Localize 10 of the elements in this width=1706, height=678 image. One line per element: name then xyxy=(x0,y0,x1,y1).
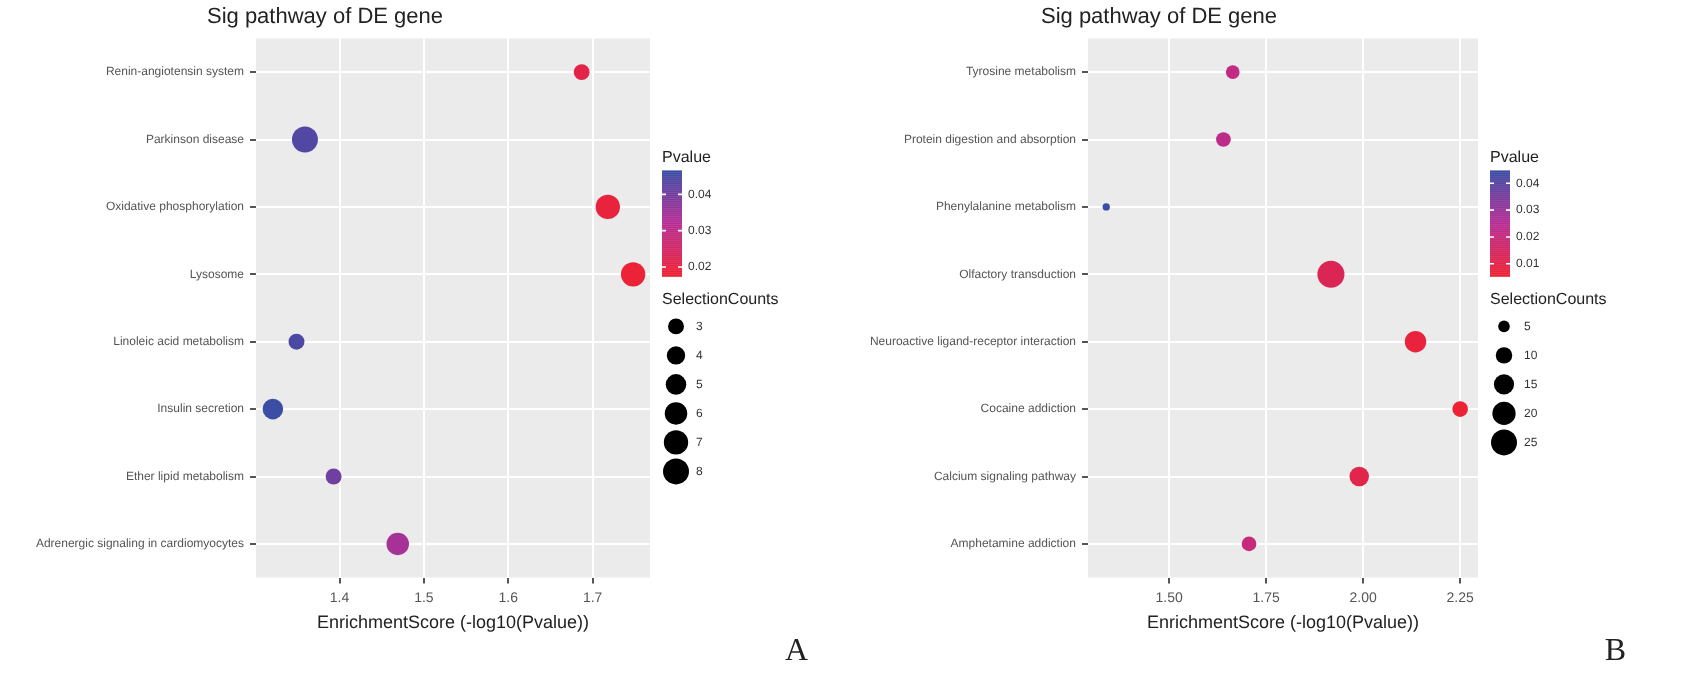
chart-title: Sig pathway of DE gene xyxy=(1040,5,1278,30)
x-axis-title: EnrichmentScore (-log10(Pvalue)) xyxy=(316,612,590,633)
legend-title: SelectionCounts xyxy=(1490,290,1607,309)
x-axis-title: EnrichmentScore (-log10(Pvalue)) xyxy=(1146,612,1420,633)
text: B xyxy=(1604,634,1626,668)
legend-title: SelectionCounts xyxy=(662,290,779,309)
color-bar-title: Pvalue xyxy=(1490,148,1541,167)
text: A xyxy=(784,634,809,668)
chart-title: Sig pathway of DE gene xyxy=(206,5,444,30)
color-bar-title: Pvalue xyxy=(662,148,713,167)
